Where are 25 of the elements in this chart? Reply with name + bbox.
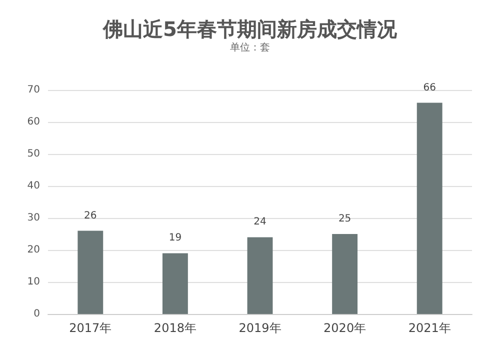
x-tick-label: 2020年 [324,321,366,335]
data-label: 66 [423,82,436,94]
y-tick-label: 70 [27,84,40,96]
y-tick-label: 30 [27,212,40,224]
chart-subtitle: 单位：套 [230,42,270,54]
data-label: 19 [168,232,182,244]
x-tick-label: 2021年 [408,321,451,335]
bar [416,102,442,314]
bar [247,237,273,314]
chart-title: 佛山近5年春节期间新房成交情况 [102,17,398,41]
y-tick-label: 0 [34,308,40,320]
bar [332,234,358,314]
x-tick-label: 2018年 [154,321,196,335]
data-label: 26 [84,210,97,222]
bar [162,253,188,314]
x-tick-label: 2019年 [238,321,282,335]
bar [78,230,104,314]
data-label: 24 [254,216,266,228]
y-tick-label: 40 [27,180,40,192]
y-tick-label: 20 [27,244,40,256]
y-tick-label: 50 [27,148,40,160]
x-tick-label: 2017年 [69,321,112,335]
y-tick-label: 10 [27,276,40,288]
data-label: 25 [338,214,352,224]
y-tick-label: 60 [27,116,40,128]
